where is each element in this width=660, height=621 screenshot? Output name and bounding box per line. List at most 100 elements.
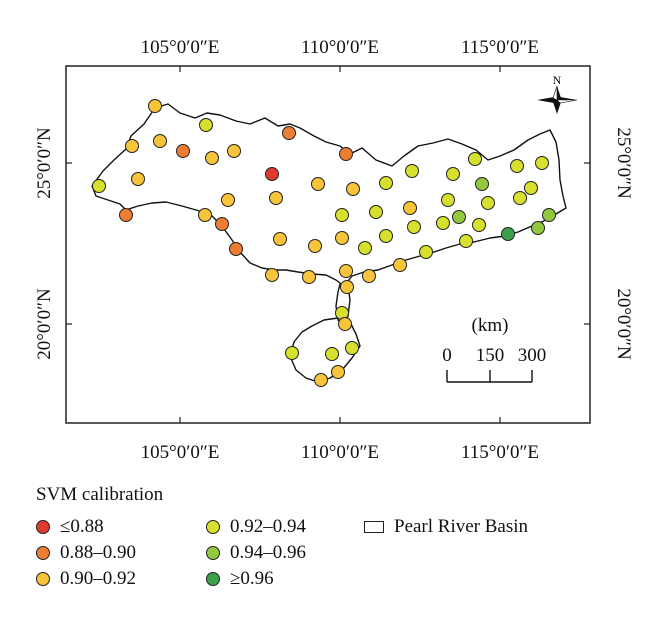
- swatch-092-094: [206, 520, 220, 534]
- left-lat-label-20: 20°0′0″N: [34, 288, 55, 360]
- top-lon-label-105: 105°0′0″E: [141, 37, 220, 58]
- station-point: [339, 264, 353, 278]
- station-point: [441, 193, 455, 207]
- station-point: [340, 280, 354, 294]
- station-point: [468, 152, 482, 166]
- station-point: [227, 144, 241, 158]
- station-point: [345, 341, 359, 355]
- station-point: [131, 172, 145, 186]
- station-point: [407, 220, 421, 234]
- bottom-lon-label-115: 115°0′0″E: [461, 442, 539, 463]
- station-point: [331, 365, 345, 379]
- station-point: [542, 208, 556, 222]
- basin-mainland-outline: [91, 103, 567, 287]
- bottom-lon-label-110: 110°0′0″E: [301, 442, 379, 463]
- station-point: [362, 269, 376, 283]
- station-point: [273, 232, 287, 246]
- station-point: [513, 191, 527, 205]
- station-point: [265, 167, 279, 181]
- legend-label-092-094: 0.92–0.94: [230, 516, 306, 537]
- station-point: [405, 164, 419, 178]
- station-point: [335, 231, 349, 245]
- station-point: [314, 373, 328, 387]
- station-point: [221, 193, 235, 207]
- station-point: [535, 156, 549, 170]
- station-point: [436, 216, 450, 230]
- station-point: [510, 159, 524, 173]
- station-point: [125, 139, 139, 153]
- swatch-le-088: [36, 520, 50, 534]
- right-lat-label-20: 20°0′0″N: [613, 288, 634, 360]
- north-label: N: [553, 73, 562, 87]
- north-arrow-icon: N: [537, 73, 578, 114]
- station-point: [148, 99, 162, 113]
- station-point: [205, 151, 219, 165]
- station-point: [403, 201, 417, 215]
- swatch-ge-096: [206, 572, 220, 586]
- station-point: [282, 126, 296, 140]
- legend-label-090-092: 0.90–0.92: [60, 568, 136, 589]
- legend-label-094-096: 0.94–0.96: [230, 542, 306, 563]
- legend-item-090-092: 0.90–0.92: [36, 568, 136, 590]
- station-point: [472, 218, 486, 232]
- map-figure: 105°0′0″E 110°0′0″E 115°0′0″E 105°0′0″E …: [34, 37, 634, 463]
- legend-item-092-094: 0.92–0.94: [206, 516, 306, 538]
- top-lon-label-115: 115°0′0″E: [461, 37, 539, 58]
- legend-item-094-096: 0.94–0.96: [206, 542, 306, 564]
- bottom-lon-label-105: 105°0′0″E: [141, 442, 220, 463]
- basin-swatch: [364, 521, 384, 533]
- station-point: [338, 317, 352, 331]
- station-point: [393, 258, 407, 272]
- station-point: [335, 208, 349, 222]
- legend-label-basin: Pearl River Basin: [394, 516, 529, 537]
- left-lat-label-25: 25°0′0″N: [34, 127, 55, 199]
- station-point: [119, 208, 133, 222]
- station-point: [358, 241, 372, 255]
- station-point: [325, 347, 339, 361]
- legend-label-ge-096: ≥0.96: [230, 568, 274, 589]
- station-point: [459, 234, 473, 248]
- legend-item-088-090: 0.88–0.90: [36, 542, 136, 564]
- station-point: [153, 134, 167, 148]
- legend-label-le-088: ≤0.88: [60, 516, 104, 537]
- station-point: [531, 221, 545, 235]
- legend-item-basin: Pearl River Basin: [364, 516, 528, 538]
- swatch-088-090: [36, 546, 50, 560]
- top-lon-label-110: 110°0′0″E: [301, 37, 379, 58]
- station-point: [269, 191, 283, 205]
- station-point: [265, 268, 279, 282]
- frame-ticks: [66, 66, 590, 423]
- scale-bar: [446, 370, 533, 383]
- legend-label-088-090: 0.88–0.90: [60, 542, 136, 563]
- station-point: [346, 182, 360, 196]
- right-lat-label-25: 25°0′0″N: [613, 127, 634, 199]
- station-point: [452, 210, 466, 224]
- station-point: [302, 270, 316, 284]
- station-point: [379, 229, 393, 243]
- station-point: [379, 176, 393, 190]
- station-point: [419, 245, 433, 259]
- station-point: [475, 177, 489, 191]
- station-point: [229, 242, 243, 256]
- station-point: [215, 217, 229, 231]
- scale-tick-0: 0: [442, 345, 452, 366]
- station-point: [199, 118, 213, 132]
- swatch-094-096: [206, 546, 220, 560]
- station-point: [308, 239, 322, 253]
- legend-title: SVM calibration: [36, 484, 164, 505]
- station-point: [176, 144, 190, 158]
- station-point: [198, 208, 212, 222]
- station-point: [481, 196, 495, 210]
- scale-tick-300: 300: [518, 345, 547, 366]
- station-point: [524, 181, 538, 195]
- station-point: [501, 227, 515, 241]
- station-point: [92, 179, 106, 193]
- legend-item-ge-096: ≥0.96: [206, 568, 274, 590]
- station-point: [339, 147, 353, 161]
- station-point: [369, 205, 383, 219]
- station-point: [285, 346, 299, 360]
- station-point: [446, 167, 460, 181]
- legend-item-le-088: ≤0.88: [36, 516, 104, 538]
- swatch-090-092: [36, 572, 50, 586]
- scale-tick-150: 150: [476, 345, 505, 366]
